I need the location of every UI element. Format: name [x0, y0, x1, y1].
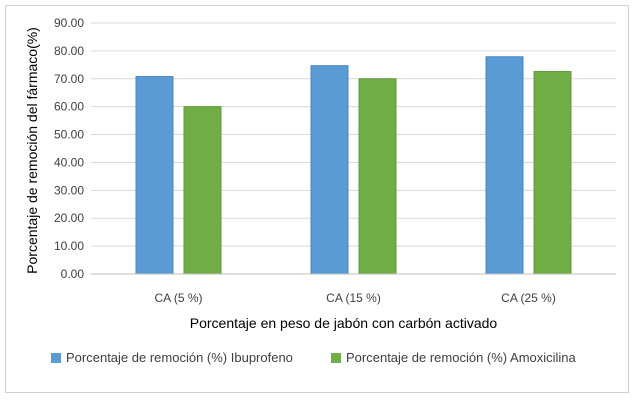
x-tick-label: CA (15 %): [326, 291, 381, 305]
x-tick-label: CA (25 %): [501, 291, 556, 305]
y-tick-label: 30.00: [54, 183, 84, 197]
legend-label: Porcentaje de remoción (%) Amoxicilina: [346, 350, 577, 365]
bar-chart: 0.00 10.00 20.00 30.00 40.00 50.00 60.00 70.00 8…: [24, 16, 616, 365]
x-axis-title: Porcentaje en peso de jabón con carbón a…: [190, 315, 498, 331]
y-tick-label: 50.00: [54, 128, 84, 142]
legend-swatch: [51, 353, 61, 363]
y-tick-label: 60.00: [54, 100, 84, 114]
chart-container: 0.00 10.00 20.00 30.00 40.00 50.00 60.00 70.00 8…: [5, 5, 629, 393]
gridlines: [91, 22, 616, 247]
y-tick-label: 0.00: [61, 267, 85, 281]
x-tick-labels: CA (5 %) CA (15 %) CA (25 %): [154, 291, 555, 305]
legend-label: Porcentaje de remoción (%) Ibuprofeno: [66, 350, 293, 365]
bar-amoxicilina: [533, 71, 572, 275]
bar-ibuprofeno: [485, 56, 524, 275]
y-tick-label: 90.00: [54, 16, 84, 30]
y-axis-title: Porcentaje de remoción del fármaco(%): [24, 27, 40, 274]
x-tick-label: CA (5 %): [154, 291, 202, 305]
bar-ibuprofeno: [310, 65, 349, 275]
bar-amoxicilina: [183, 106, 222, 275]
y-tick-label: 80.00: [54, 44, 84, 58]
y-tick-labels: 0.00 10.00 20.00 30.00 40.00 50.00 60.00 70.00 8…: [54, 16, 84, 281]
y-tick-label: 70.00: [54, 72, 84, 86]
bar-amoxicilina: [358, 78, 397, 275]
bars: [135, 56, 572, 275]
y-tick-label: 20.00: [54, 211, 84, 225]
bar-ibuprofeno: [135, 76, 174, 275]
legend-swatch: [331, 353, 341, 363]
legend: Porcentaje de remoción (%) Ibuprofeno Por…: [51, 350, 577, 365]
y-tick-label: 10.00: [54, 239, 84, 253]
y-tick-label: 40.00: [54, 155, 84, 169]
